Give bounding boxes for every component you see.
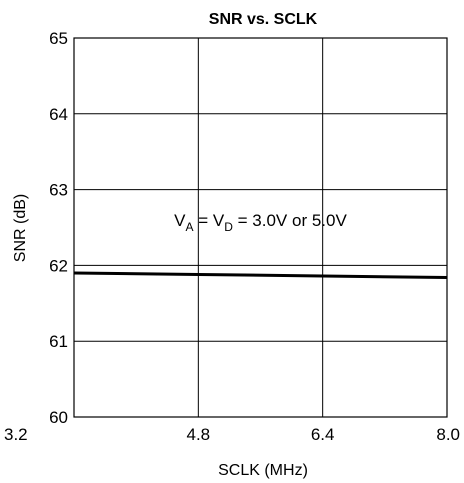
x-tick-label: 6.4 [311, 425, 335, 444]
x-tick-label: 8.0 [436, 425, 460, 444]
chart-title: SNR vs. SCLK [209, 11, 318, 28]
annotation-text: = V [194, 211, 225, 230]
y-tick-labels: 60 61 62 63 64 65 [49, 29, 68, 427]
x-tick-label: 3.2 [4, 425, 28, 444]
x-tick-label: 4.8 [187, 425, 211, 444]
x-axis-label: SCLK (MHz) [218, 462, 308, 479]
annotation-subscript: A [186, 220, 194, 234]
y-tick-label: 63 [49, 181, 68, 200]
annotation-text: V [174, 211, 186, 230]
y-tick-label: 61 [49, 332, 68, 351]
snr-series-line [73, 271, 448, 280]
annotation-text: = 3.0V or 5.0V [233, 211, 348, 230]
y-tick-label: 65 [49, 29, 68, 48]
series-lines [73, 271, 448, 280]
plot-frame [73, 37, 448, 418]
y-tick-label: 62 [49, 256, 68, 275]
y-tick-label: 64 [49, 105, 68, 124]
annotation-subscript: D [224, 220, 233, 234]
supply-voltage-annotation: VA = VD = 3.0V or 5.0V [174, 211, 347, 234]
x-tick-labels: 3.2 4.8 6.4 8.0 [4, 425, 460, 444]
y-tick-label: 60 [49, 408, 68, 427]
y-axis-label: SNR (dB) [12, 194, 29, 262]
